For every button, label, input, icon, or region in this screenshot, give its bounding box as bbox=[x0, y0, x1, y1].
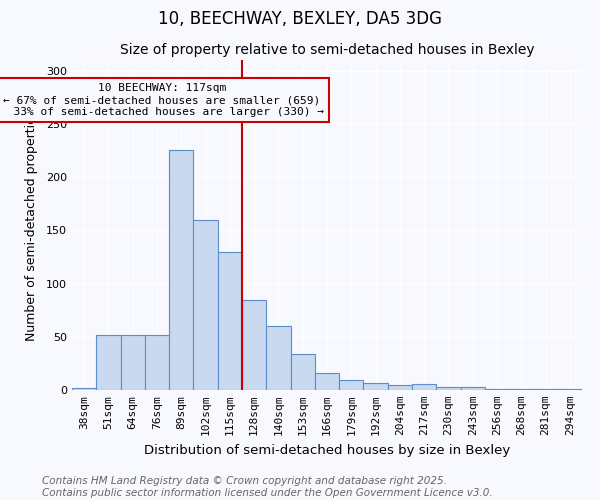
Bar bbox=[121, 334, 145, 390]
Bar bbox=[193, 220, 218, 390]
Title: Size of property relative to semi-detached houses in Bexley: Size of property relative to semi-detach… bbox=[119, 44, 535, 58]
Bar bbox=[145, 334, 169, 390]
Bar bbox=[412, 384, 436, 390]
Bar bbox=[242, 300, 266, 390]
Bar bbox=[96, 334, 121, 390]
Text: Contains HM Land Registry data © Crown copyright and database right 2025.
Contai: Contains HM Land Registry data © Crown c… bbox=[42, 476, 493, 498]
Bar bbox=[485, 389, 509, 390]
Bar bbox=[315, 373, 339, 390]
Y-axis label: Number of semi-detached properties: Number of semi-detached properties bbox=[25, 110, 38, 340]
Bar bbox=[509, 389, 533, 390]
Bar bbox=[169, 150, 193, 390]
Bar bbox=[72, 388, 96, 390]
X-axis label: Distribution of semi-detached houses by size in Bexley: Distribution of semi-detached houses by … bbox=[144, 444, 510, 456]
Bar bbox=[388, 384, 412, 390]
Bar bbox=[290, 354, 315, 390]
Bar bbox=[364, 382, 388, 390]
Bar bbox=[218, 252, 242, 390]
Bar bbox=[461, 387, 485, 390]
Bar bbox=[436, 387, 461, 390]
Text: 10 BEECHWAY: 117sqm
← 67% of semi-detached houses are smaller (659)
  33% of sem: 10 BEECHWAY: 117sqm ← 67% of semi-detach… bbox=[0, 84, 324, 116]
Bar bbox=[558, 389, 582, 390]
Bar bbox=[266, 326, 290, 390]
Text: 10, BEECHWAY, BEXLEY, DA5 3DG: 10, BEECHWAY, BEXLEY, DA5 3DG bbox=[158, 10, 442, 28]
Bar bbox=[339, 380, 364, 390]
Bar bbox=[533, 389, 558, 390]
